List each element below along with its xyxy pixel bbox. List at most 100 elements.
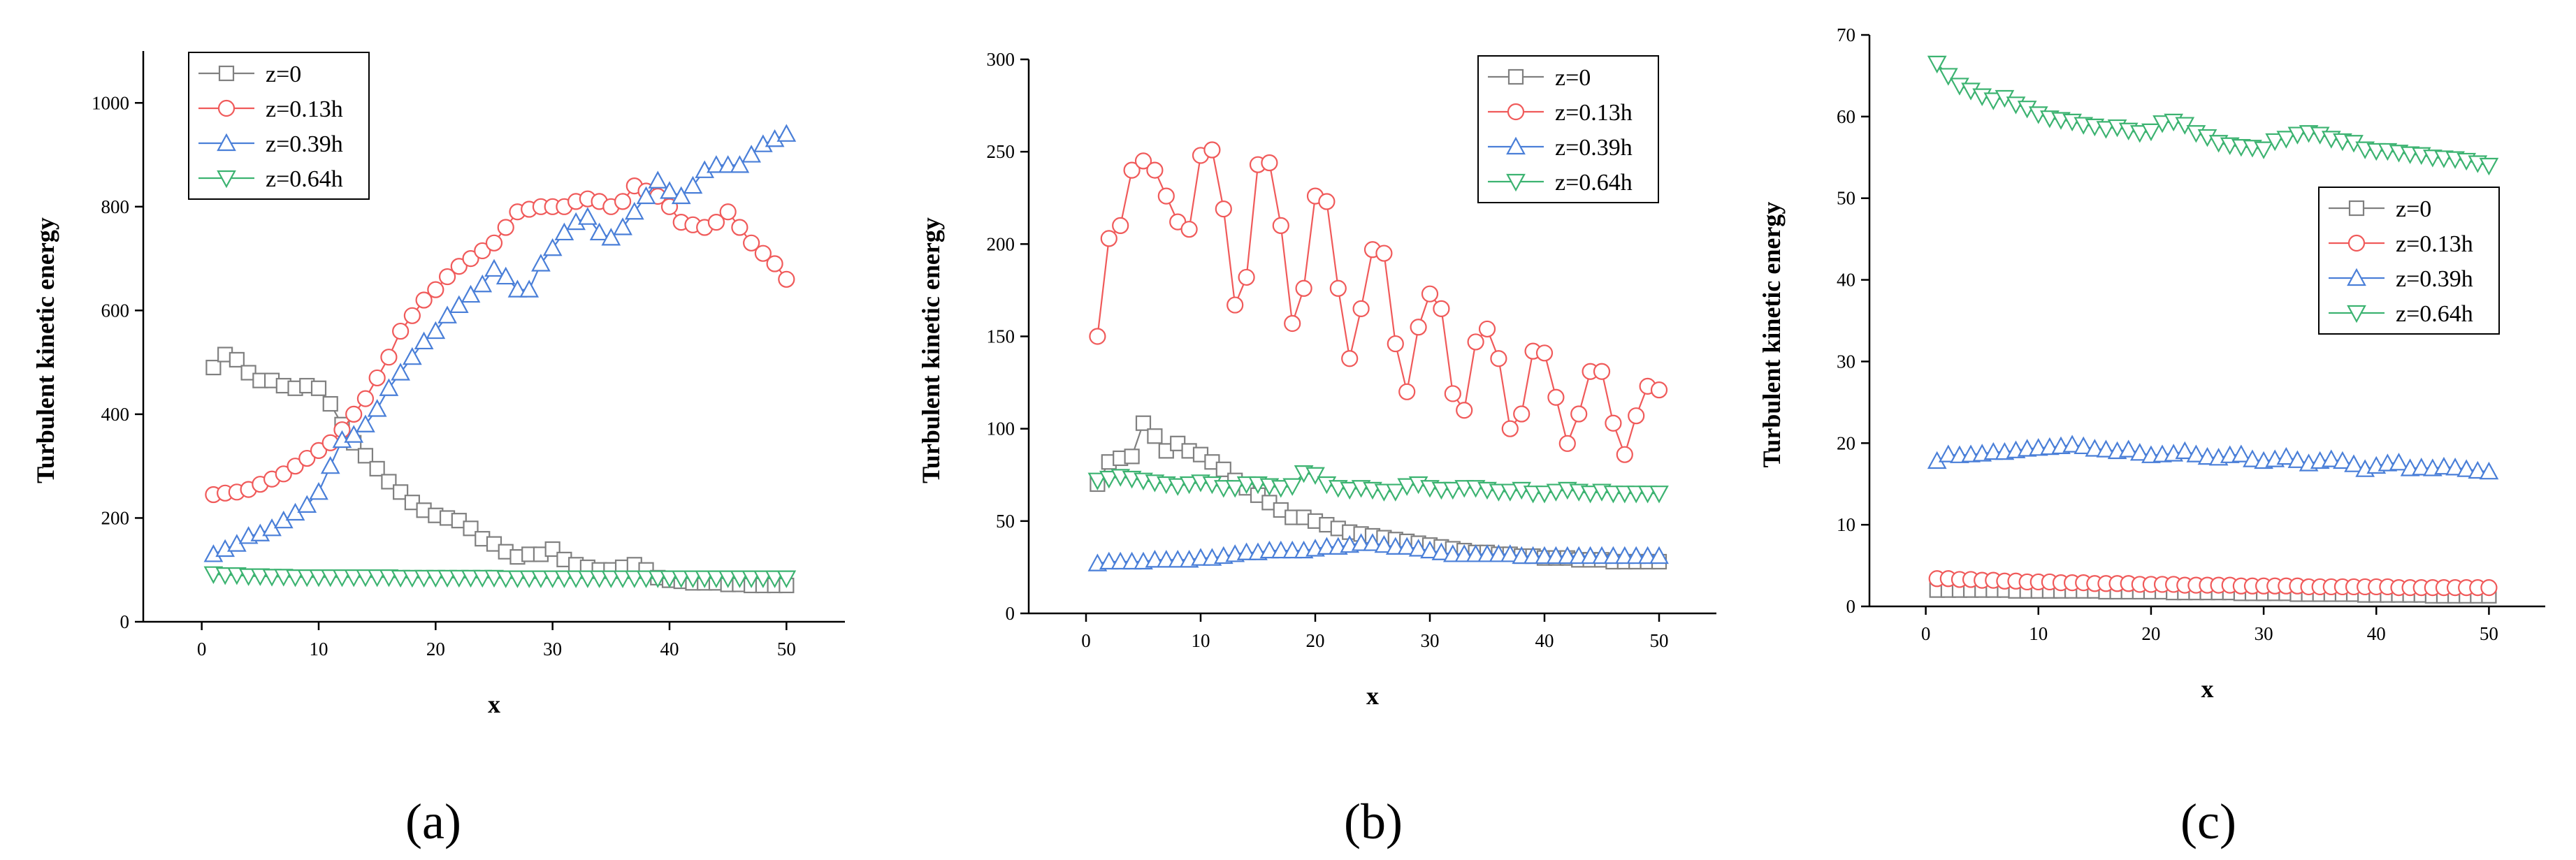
data-point — [743, 234, 760, 252]
data-point — [1603, 546, 1623, 564]
data-point — [309, 569, 328, 588]
data-point — [776, 570, 797, 588]
data-point — [1352, 300, 1370, 317]
data-point — [1628, 407, 1645, 425]
data-point — [497, 219, 514, 236]
x-tick-label: 10 — [310, 639, 328, 659]
data-point — [403, 569, 422, 588]
legend: z=0 z=0.13h z=0.39h z=0.64h — [2318, 187, 2500, 335]
y-tick-label: 250 — [987, 141, 1015, 162]
data-point — [1099, 470, 1119, 489]
legend-marker — [217, 133, 236, 152]
legend-label: z=0.64h — [266, 166, 343, 192]
data-point — [2411, 458, 2431, 476]
panel-label: (b) — [1344, 794, 1403, 850]
legend-entry: z=0.39h — [198, 131, 343, 157]
data-point — [613, 217, 632, 235]
data-point — [554, 222, 574, 241]
data-point — [1513, 405, 1531, 423]
data-point — [531, 570, 551, 588]
data-point — [636, 186, 656, 205]
data-point — [379, 378, 399, 396]
data-point — [285, 569, 305, 588]
data-point — [2287, 126, 2308, 145]
data-point — [2276, 131, 2296, 149]
data-point — [403, 347, 422, 365]
data-point — [2175, 441, 2195, 460]
data-point — [320, 455, 340, 474]
data-point — [426, 321, 446, 340]
data-point — [683, 570, 703, 588]
x-tick-label: 40 — [1535, 630, 1554, 651]
data-point — [404, 495, 420, 511]
y-tick-label: 30 — [1837, 351, 1855, 372]
data-point — [392, 322, 410, 340]
data-point — [463, 520, 479, 537]
data-point — [2243, 449, 2262, 467]
data-point — [2434, 456, 2454, 475]
y-tick-label: 200 — [101, 507, 130, 528]
x-tick-label: 30 — [2255, 623, 2273, 644]
data-point — [660, 570, 679, 588]
x-tick-label: 10 — [1192, 630, 1210, 651]
data-point — [2129, 443, 2150, 461]
data-point — [1444, 385, 1461, 402]
data-point — [566, 570, 586, 588]
data-point — [486, 536, 502, 552]
data-point — [1398, 383, 1416, 400]
data-point — [297, 495, 317, 513]
data-point — [1282, 540, 1303, 559]
data-point — [718, 155, 738, 173]
data-point — [1546, 483, 1566, 502]
data-point — [238, 568, 259, 586]
data-point — [381, 474, 397, 490]
x-tick-label: 20 — [426, 639, 445, 659]
data-point — [707, 155, 726, 173]
data-point — [495, 266, 516, 285]
data-point — [507, 279, 528, 298]
series-z=0.13h — [1089, 141, 1668, 463]
x-tick-label: 0 — [1081, 630, 1091, 651]
data-point — [671, 186, 691, 205]
data-point — [1284, 314, 1301, 333]
data-point — [1557, 546, 1577, 564]
legend-marker — [218, 65, 235, 82]
data-point — [1593, 363, 1611, 380]
legend-entry: z=0 — [2329, 196, 2431, 222]
legend: z=0 z=0.13h z=0.39h z=0.64h — [1477, 55, 1659, 203]
data-point — [578, 570, 598, 588]
data-point — [519, 570, 540, 588]
data-point — [1122, 551, 1142, 570]
data-point — [1112, 217, 1129, 234]
data-point — [472, 274, 493, 293]
y-tick-label: 400 — [101, 404, 130, 425]
data-point — [1523, 546, 1543, 564]
data-point — [1547, 388, 1565, 406]
data-point — [1145, 550, 1165, 568]
data-point — [1110, 551, 1131, 570]
series-z=0.64h — [1927, 55, 2499, 176]
data-point — [1558, 435, 1576, 452]
data-point — [1420, 540, 1440, 559]
y-tick-label: 0 — [1846, 596, 1856, 617]
data-point — [2074, 436, 2094, 455]
y-tick-label: 0 — [120, 611, 130, 632]
data-point — [310, 380, 327, 396]
data-point — [1535, 344, 1554, 362]
data-point — [554, 570, 574, 588]
data-point — [2445, 458, 2465, 476]
series-z=0.64h — [203, 566, 797, 588]
x-tick-label: 20 — [2141, 623, 2160, 644]
series-z=0.39h — [1927, 435, 2499, 480]
data-point — [1191, 548, 1210, 566]
data-point — [2254, 141, 2273, 159]
data-point — [1123, 161, 1141, 179]
x-axis-label: x — [2201, 675, 2214, 703]
data-point — [1456, 402, 1473, 419]
legend-label: z=0.39h — [1555, 135, 1633, 161]
y-tick-label: 20 — [1837, 432, 1855, 453]
legend-entry: z=0.13h — [198, 96, 343, 122]
data-point — [451, 513, 467, 529]
panel-label: (a) — [405, 794, 461, 850]
